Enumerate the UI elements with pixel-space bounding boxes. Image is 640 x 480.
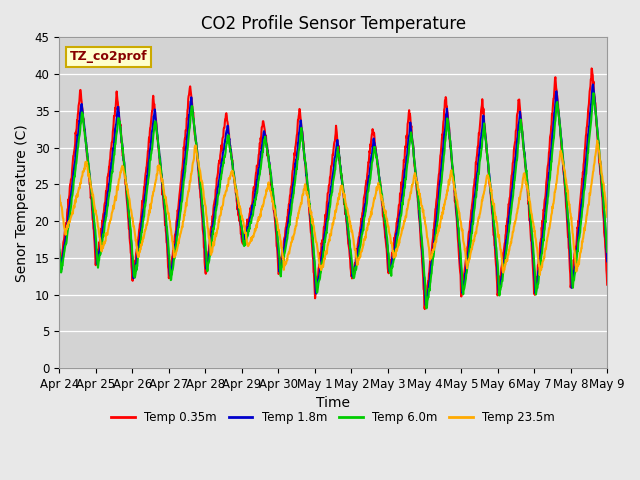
Temp 23.5m bbox=[604, 214, 611, 220]
Temp 1.8m bbox=[164, 240, 172, 246]
Temp 1.8m bbox=[539, 234, 547, 240]
Temp 23.5m bbox=[490, 201, 497, 207]
Temp 23.5m bbox=[419, 203, 426, 209]
X-axis label: Time: Time bbox=[316, 396, 350, 410]
Temp 0.35m bbox=[539, 217, 547, 223]
Temp 6.0m bbox=[55, 241, 63, 247]
Temp 0.35m bbox=[419, 259, 426, 264]
Line: Temp 1.8m: Temp 1.8m bbox=[59, 84, 607, 305]
Temp 6.0m bbox=[239, 228, 246, 234]
Temp 23.5m bbox=[539, 259, 547, 265]
Temp 23.5m bbox=[536, 272, 543, 278]
Temp 0.35m bbox=[588, 66, 595, 72]
Temp 6.0m bbox=[589, 90, 597, 96]
Temp 1.8m bbox=[177, 192, 185, 198]
Temp 23.5m bbox=[164, 209, 172, 215]
Temp 1.8m bbox=[604, 258, 611, 264]
Temp 1.8m bbox=[419, 246, 426, 252]
Temp 6.0m bbox=[490, 222, 498, 228]
Temp 1.8m bbox=[55, 247, 63, 253]
Temp 23.5m bbox=[55, 192, 63, 197]
Temp 1.8m bbox=[490, 225, 498, 230]
Temp 6.0m bbox=[423, 305, 431, 311]
Line: Temp 6.0m: Temp 6.0m bbox=[59, 93, 607, 308]
Temp 0.35m bbox=[239, 237, 246, 243]
Y-axis label: Senor Temperature (C): Senor Temperature (C) bbox=[15, 124, 29, 282]
Temp 23.5m bbox=[177, 229, 185, 235]
Temp 1.8m bbox=[239, 234, 246, 240]
Text: TZ_co2prof: TZ_co2prof bbox=[70, 50, 148, 63]
Temp 6.0m bbox=[604, 249, 611, 255]
Temp 6.0m bbox=[164, 234, 172, 240]
Temp 0.35m bbox=[421, 306, 429, 312]
Line: Temp 0.35m: Temp 0.35m bbox=[59, 69, 607, 309]
Temp 23.5m bbox=[239, 217, 246, 223]
Temp 0.35m bbox=[604, 282, 611, 288]
Temp 1.8m bbox=[422, 302, 429, 308]
Temp 1.8m bbox=[589, 82, 597, 87]
Temp 6.0m bbox=[419, 240, 426, 246]
Temp 0.35m bbox=[164, 254, 172, 260]
Temp 6.0m bbox=[539, 245, 547, 251]
Temp 0.35m bbox=[55, 266, 63, 272]
Temp 0.35m bbox=[177, 178, 185, 184]
Temp 23.5m bbox=[593, 138, 601, 144]
Title: CO2 Profile Sensor Temperature: CO2 Profile Sensor Temperature bbox=[200, 15, 466, 33]
Legend: Temp 0.35m, Temp 1.8m, Temp 6.0m, Temp 23.5m: Temp 0.35m, Temp 1.8m, Temp 6.0m, Temp 2… bbox=[107, 406, 560, 429]
Temp 6.0m bbox=[177, 205, 185, 211]
Line: Temp 23.5m: Temp 23.5m bbox=[59, 141, 607, 275]
Temp 0.35m bbox=[490, 231, 498, 237]
